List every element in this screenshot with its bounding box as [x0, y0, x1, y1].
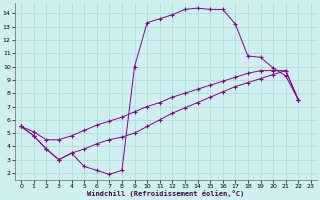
X-axis label: Windchill (Refroidissement éolien,°C): Windchill (Refroidissement éolien,°C) — [87, 190, 245, 197]
